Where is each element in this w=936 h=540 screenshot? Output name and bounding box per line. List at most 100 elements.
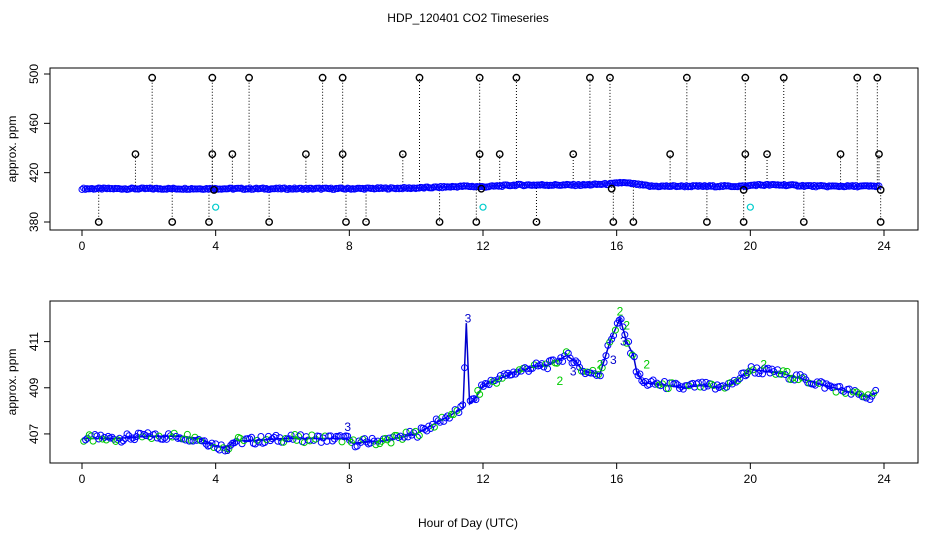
data-point (251, 440, 259, 448)
data-point (574, 359, 582, 367)
data-point (732, 378, 740, 386)
data-point (672, 379, 680, 387)
data-point (280, 438, 288, 446)
y-tick-label: 380 (27, 212, 41, 232)
data-point (760, 364, 768, 372)
outlier-point (301, 150, 310, 159)
outlier-point (435, 218, 444, 226)
flag-label: 3 (610, 353, 617, 367)
data-point (253, 436, 261, 444)
data-point (246, 184, 254, 192)
outlier-point (873, 73, 882, 82)
data-point (799, 181, 807, 189)
data-point (327, 184, 335, 192)
outlier-point (415, 73, 424, 82)
figure-title: HDP_120401 CO2 Timeseries (387, 11, 548, 25)
x-tick-label: 8 (346, 472, 353, 486)
data-point (119, 437, 127, 445)
data-point (495, 375, 503, 383)
data-point (621, 331, 629, 339)
flag-label: 3 (620, 335, 627, 349)
outlier-point (569, 150, 578, 159)
outlier-point (799, 218, 808, 226)
flagged-point (212, 203, 220, 211)
x-tick-label: 16 (610, 472, 624, 486)
flag-label: 2 (617, 305, 624, 319)
x-tick-label: 20 (744, 472, 758, 486)
data-point (734, 377, 742, 385)
data-point (842, 183, 850, 191)
data-point (636, 370, 644, 378)
data-point (247, 433, 255, 441)
outlier-point (836, 150, 845, 159)
outlier-point (472, 218, 481, 226)
data-point (601, 179, 609, 187)
outlier-point (607, 184, 616, 193)
data-point (310, 436, 318, 444)
outlier-point (342, 218, 350, 226)
outlier-point (666, 150, 675, 159)
data-point (125, 432, 133, 440)
outlier-point (875, 150, 883, 159)
data-point (634, 372, 642, 380)
data-point (632, 368, 640, 376)
top-x-axis: 0 4 8 12 16 20 24 (79, 230, 891, 253)
data-point (493, 379, 501, 387)
outlier-point (94, 218, 103, 226)
data-point (455, 408, 463, 416)
data-point (849, 388, 857, 396)
data-point (420, 184, 428, 192)
data-point (393, 432, 401, 440)
data-point (208, 439, 216, 447)
outlier-point (208, 73, 217, 82)
data-point (346, 436, 354, 444)
x-tick-label: 16 (610, 239, 624, 253)
data-point (428, 184, 436, 192)
data-point (812, 183, 820, 191)
x-tick-label: 8 (346, 239, 353, 253)
data-point (638, 377, 646, 385)
flag-label: 3 (465, 312, 472, 326)
outlier-point (876, 186, 885, 194)
bottom-x-axis: 0 4 8 12 16 20 24 (79, 463, 891, 486)
data-point (457, 403, 465, 411)
data-point (555, 357, 563, 365)
data-point (544, 365, 552, 373)
x-tick-label: 4 (212, 472, 219, 486)
data-point (200, 437, 208, 445)
data-point (852, 182, 860, 190)
data-point (82, 436, 90, 444)
data-point (453, 406, 461, 414)
data-point (851, 387, 859, 395)
outlier-point (210, 186, 218, 194)
data-point (257, 433, 265, 441)
data-point (332, 432, 340, 440)
data-point (815, 379, 823, 387)
data-point (210, 443, 218, 451)
data-point (476, 390, 484, 398)
data-point (297, 184, 305, 192)
data-point (317, 185, 325, 193)
data-point (123, 430, 131, 438)
data-point (572, 357, 580, 365)
data-point (625, 338, 633, 346)
data-point (623, 339, 631, 347)
data-point (435, 184, 443, 192)
data-point (749, 366, 757, 374)
data-point (681, 183, 689, 191)
data-point (398, 435, 406, 443)
data-point (442, 414, 450, 422)
data-point (146, 433, 154, 441)
data-point (237, 184, 245, 192)
outlier-point (702, 218, 711, 226)
data-point (487, 376, 495, 384)
data-point (810, 182, 818, 190)
data-point (780, 181, 788, 189)
data-point (387, 439, 395, 447)
flagged-point (746, 203, 754, 211)
top-panel: 0 4 8 12 16 20 24 380 420 460 500 approx. ppm (5, 64, 919, 253)
data-point (728, 380, 736, 388)
data-point (723, 383, 731, 391)
data-point (284, 185, 292, 193)
